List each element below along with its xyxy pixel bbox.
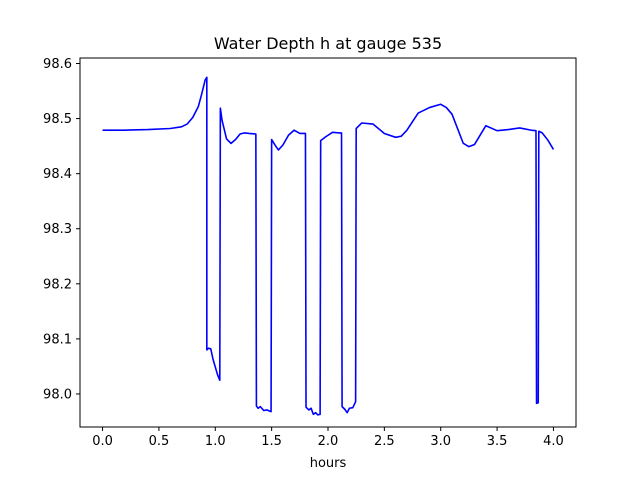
x-tick-label: 4.0 [543,434,564,449]
x-axis-label: hours [310,456,347,471]
x-tick-label: 1.5 [261,434,282,449]
plot-area [102,76,555,416]
y-tick-label: 98.0 [43,387,72,402]
chart-title: Water Depth h at gauge 535 [214,34,442,53]
y-tick-label: 98.1 [43,332,72,347]
y-tick-label: 98.5 [43,112,72,127]
y-tick-label: 98.3 [43,222,72,237]
y-tick-label: 98.4 [43,167,72,182]
series-line-0 [102,76,555,416]
y-tick-label: 98.2 [43,277,72,292]
x-tick-label: 2.5 [374,434,395,449]
y-axis: 98.0 98.1 98.2 98.3 98.4 98.5 98.6 [43,57,80,402]
x-tick-label: 0.5 [149,434,170,449]
x-tick-label: 2.0 [318,434,339,449]
x-tick-label: 3.5 [487,434,508,449]
y-tick-label: 98.6 [43,57,72,72]
x-axis: 0.0 0.5 1.0 1.5 2.0 2.5 3.0 3.5 4.0 [92,427,564,449]
x-tick-label: 1.0 [205,434,226,449]
x-tick-label: 0.0 [92,434,113,449]
x-tick-label: 3.0 [430,434,451,449]
